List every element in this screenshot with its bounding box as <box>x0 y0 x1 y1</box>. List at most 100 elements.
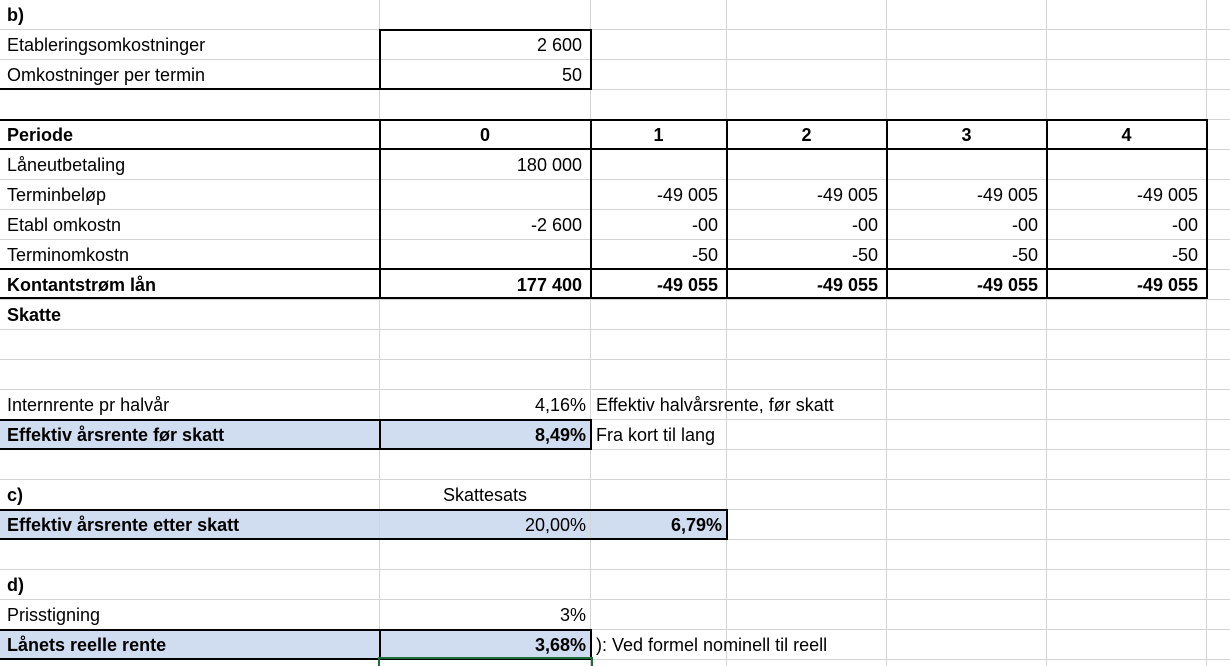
skattesats-header[interactable]: Skattesats <box>442 485 528 505</box>
cell-border <box>726 509 728 540</box>
gridline <box>0 239 1230 240</box>
skattesats-value[interactable]: 20,00% <box>524 515 586 535</box>
cell-border <box>590 119 592 299</box>
table-cell[interactable]: -49 005 <box>816 185 878 205</box>
gridline <box>726 0 727 666</box>
row-label-kontantstrom[interactable]: Kontantstrøm lån <box>7 275 157 295</box>
termin-omkostning-label[interactable]: Omkostninger per termin <box>7 65 206 85</box>
gridline <box>0 209 1230 210</box>
gridline <box>0 599 1230 600</box>
gridline <box>0 629 1230 630</box>
row-label-terminomkostn[interactable]: Terminomkostn <box>7 245 130 265</box>
section-c-label[interactable]: c) <box>7 485 24 505</box>
row-label-terminbelop[interactable]: Terminbeløp <box>7 185 107 205</box>
table-cell[interactable]: -49 055 <box>656 275 718 295</box>
table-cell[interactable]: -50 <box>851 245 878 265</box>
gridline <box>0 389 1230 390</box>
table-cell[interactable] <box>380 180 590 210</box>
cell-border <box>0 419 592 421</box>
cell-border <box>379 29 592 31</box>
cell-border <box>0 119 1208 121</box>
gridline <box>0 569 1230 570</box>
highlight-fill <box>0 629 590 659</box>
table-cell[interactable]: -00 <box>1011 215 1038 235</box>
table-cell[interactable]: -49 005 <box>1136 185 1198 205</box>
gridline <box>379 0 380 666</box>
highlight-fill <box>0 509 727 539</box>
cell-border <box>0 629 592 631</box>
table-cell[interactable]: -00 <box>851 215 878 235</box>
table-cell[interactable]: -49 055 <box>976 275 1038 295</box>
prisstigning-label[interactable]: Prisstigning <box>7 605 101 625</box>
table-cell[interactable]: -49 005 <box>976 185 1038 205</box>
gridline <box>1046 0 1047 666</box>
table-cell[interactable]: -50 <box>691 245 718 265</box>
table-cell[interactable] <box>727 150 886 180</box>
table-cell[interactable]: -00 <box>691 215 718 235</box>
cell-border <box>0 509 728 511</box>
gridline <box>0 659 1230 660</box>
reell-rente-value[interactable]: 3,68% <box>534 635 586 655</box>
cell-border <box>0 658 592 660</box>
table-cell[interactable]: -49 055 <box>816 275 878 295</box>
table-cell[interactable]: -50 <box>1171 245 1198 265</box>
table-cell[interactable]: -50 <box>1011 245 1038 265</box>
table-cell[interactable]: 177 400 <box>516 275 582 295</box>
table-cell[interactable] <box>591 150 726 180</box>
etablering-label[interactable]: Etableringsomkostninger <box>7 35 206 55</box>
internrente-value[interactable]: 4,16% <box>534 395 586 415</box>
gridline <box>0 89 1230 90</box>
effektiv-etter-skatt-label[interactable]: Effektiv årsrente etter skatt <box>7 515 240 535</box>
termin-omkostning-value[interactable]: 50 <box>561 65 582 85</box>
table-cell[interactable]: -2 600 <box>530 215 582 235</box>
cell-border <box>590 29 592 90</box>
table-cell[interactable]: 180 000 <box>516 155 582 175</box>
row-label-etabl-omkostn[interactable]: Etabl omkostn <box>7 215 122 235</box>
gridline <box>0 359 1230 360</box>
gridline <box>0 479 1230 480</box>
period-header-1[interactable]: 1 <box>653 125 664 145</box>
etablering-value[interactable]: 2 600 <box>536 35 582 55</box>
cell-border <box>0 297 1208 299</box>
table-cell[interactable] <box>380 240 590 270</box>
section-b-label[interactable]: b) <box>7 5 24 25</box>
gridline <box>1206 0 1207 666</box>
period-header-0[interactable]: 0 <box>479 125 490 145</box>
highlight-fill <box>0 419 590 449</box>
selected-cell[interactable] <box>378 657 593 666</box>
gridline <box>0 29 1230 30</box>
table-cell[interactable]: -49 005 <box>656 185 718 205</box>
period-header-3[interactable]: 3 <box>961 125 972 145</box>
period-header-2[interactable]: 2 <box>801 125 812 145</box>
gridline <box>886 0 887 666</box>
gridline <box>0 419 1230 420</box>
cell-border <box>0 148 1208 150</box>
internrente-note[interactable]: Effektiv halvårsrente, før skatt <box>596 395 834 415</box>
skatte-label[interactable]: Skatte <box>7 305 62 325</box>
section-d-label[interactable]: d) <box>7 575 24 595</box>
cell-border <box>0 88 592 90</box>
prisstigning-value[interactable]: 3% <box>559 605 586 625</box>
gridline <box>0 59 1230 60</box>
gridline <box>590 0 591 666</box>
cell-border <box>379 629 381 660</box>
cell-border <box>590 629 592 660</box>
cell-border <box>379 419 381 450</box>
effektiv-for-skatt-label[interactable]: Effektiv årsrente før skatt <box>7 425 225 445</box>
table-cell[interactable] <box>887 150 1046 180</box>
reell-rente-label[interactable]: Lånets reelle rente <box>7 635 167 655</box>
cell-border <box>0 268 1208 270</box>
row-label-laneutbetaling[interactable]: Låneutbetaling <box>7 155 126 175</box>
internrente-label[interactable]: Internrente pr halvår <box>7 395 170 415</box>
effektiv-for-skatt-note[interactable]: Fra kort til lang <box>596 425 716 445</box>
effektiv-for-skatt-value[interactable]: 8,49% <box>534 425 586 445</box>
table-cell[interactable]: -00 <box>1171 215 1198 235</box>
period-header-4[interactable]: 4 <box>1121 125 1132 145</box>
periode-header[interactable]: Periode <box>7 125 74 145</box>
cell-border <box>379 119 381 299</box>
reell-rente-note[interactable]: ): Ved formel nominell til reell <box>596 635 828 655</box>
table-cell[interactable]: -49 055 <box>1136 275 1198 295</box>
table-cell[interactable] <box>1047 150 1206 180</box>
effektiv-etter-skatt-value[interactable]: 6,79% <box>670 515 722 535</box>
